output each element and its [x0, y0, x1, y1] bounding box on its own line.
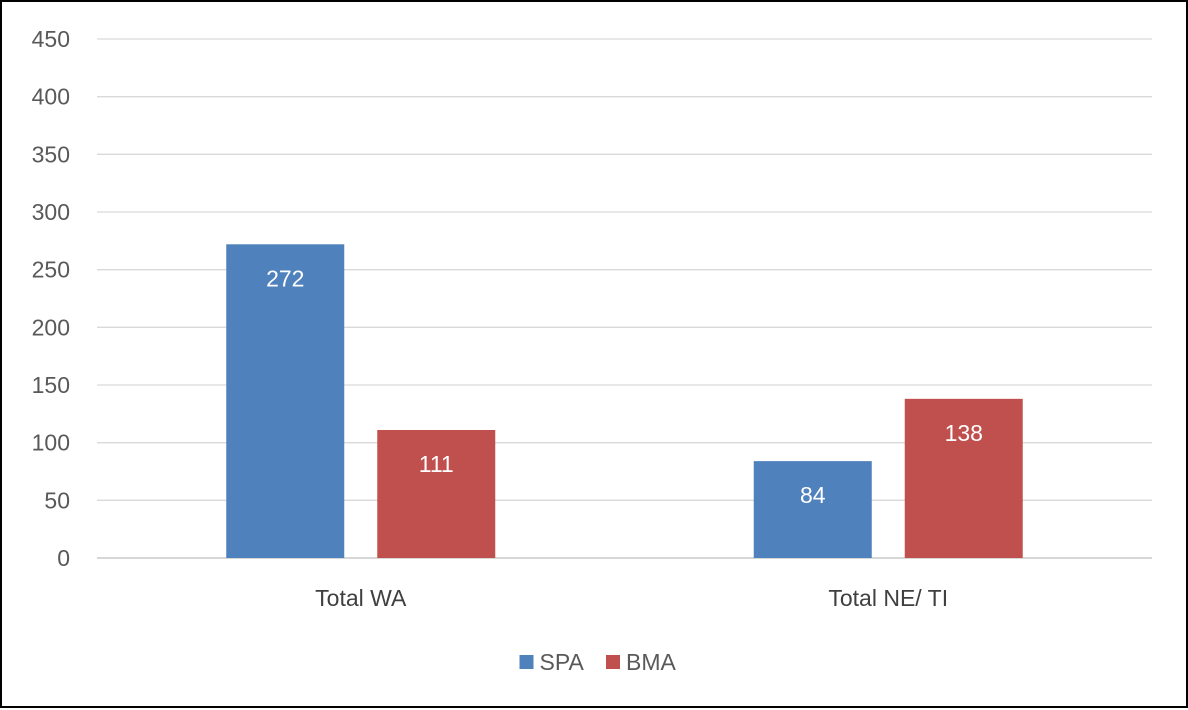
data-label: 138: [945, 420, 983, 446]
y-tick-label: 300: [32, 199, 70, 225]
y-tick-label: 250: [32, 257, 70, 283]
y-tick-label: 50: [44, 487, 70, 513]
x-axis: Total WA Total NE/ TI: [315, 585, 948, 611]
y-tick-label: 150: [32, 372, 70, 398]
y-tick-label: 100: [32, 430, 70, 456]
data-label: 111: [419, 451, 454, 477]
legend-swatch-bma: [606, 655, 620, 669]
legend: SPA BMA: [519, 649, 677, 675]
bar-spa: [226, 244, 345, 558]
bar-spa: [753, 461, 872, 558]
bar-bma: [904, 398, 1023, 558]
y-tick-label: 450: [32, 26, 70, 52]
x-tick-label: Total NE/ TI: [828, 585, 948, 611]
y-tick-label: 200: [32, 314, 70, 340]
data-label: 84: [800, 482, 826, 508]
y-tick-label: 350: [32, 141, 70, 167]
legend-swatch-spa: [519, 655, 534, 669]
legend-label-bma: BMA: [626, 649, 677, 675]
bar-bma: [377, 429, 496, 558]
y-axis-ticks: 0 50 100 150 200 250 300 350 400 450: [32, 26, 70, 571]
y-tick-label: 0: [57, 545, 70, 571]
y-tick-label: 400: [32, 84, 70, 110]
data-label: 272: [266, 265, 304, 291]
data-labels: 272 111 84 138: [266, 265, 983, 508]
bars: [226, 244, 1023, 558]
x-tick-label: Total WA: [315, 585, 407, 611]
legend-label-spa: SPA: [540, 649, 585, 675]
